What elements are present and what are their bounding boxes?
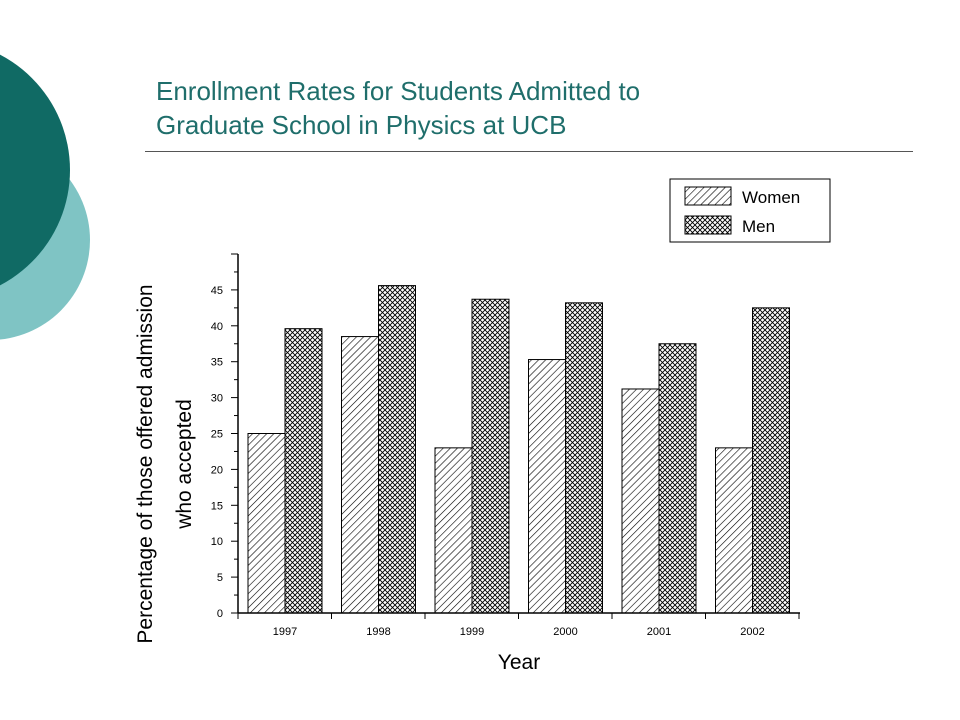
y-tick-label-20: 20 — [211, 464, 223, 476]
bar-women-1999 — [434, 447, 473, 614]
y-tick-label-15: 15 — [211, 500, 223, 512]
slide-title-line-1: Enrollment Rates for Students Admitted t… — [156, 76, 641, 106]
x-tick-label-1999: 1999 — [460, 626, 484, 638]
legend-label-women: Women — [742, 188, 800, 207]
bar-men-1997 — [284, 328, 323, 614]
axes: 0 5 10 15 20 25 30 35 40 45 1997 1998 1999 2000 2001 20… — [211, 253, 800, 638]
x-tick-label-1997: 1997 — [273, 626, 297, 638]
bar-men-1999 — [471, 298, 510, 614]
slide-title: Enrollment Rates for Students Admitted t… — [156, 74, 876, 142]
bar-women-2001 — [621, 388, 660, 614]
dark-teal-circle — [0, 54, 70, 286]
bar-men-2002 — [752, 307, 790, 614]
bar-men-2001 — [658, 343, 697, 614]
x-tick-label-1998: 1998 — [366, 626, 390, 638]
y-tick-label-10: 10 — [211, 536, 223, 548]
bars-layer — [247, 285, 790, 614]
bar-women-2000 — [528, 359, 566, 614]
x-tick-label-2002: 2002 — [740, 626, 764, 638]
x-tick-label-2001: 2001 — [647, 626, 671, 638]
legend-label-men: Men — [742, 217, 775, 236]
bar-men-1998 — [378, 285, 416, 614]
y-tick-label-25: 25 — [211, 429, 223, 441]
y-tick-label-30: 30 — [211, 393, 223, 405]
y-tick-label-45: 45 — [211, 285, 223, 297]
slide-title-line-2: Graduate School in Physics at UCB — [156, 110, 567, 140]
y-tick-label-0: 0 — [217, 608, 223, 620]
y-tick-label-5: 5 — [217, 572, 223, 584]
bar-women-1998 — [341, 336, 379, 614]
bar-women-1997 — [247, 433, 286, 614]
bar-women-2002 — [715, 447, 753, 614]
x-tick-label-2000: 2000 — [553, 626, 577, 638]
title-divider — [145, 151, 913, 152]
legend-swatch-women — [684, 186, 732, 206]
y-tick-label-40: 40 — [211, 321, 223, 333]
y-axis-title-line-1: Percentage of those offered admission — [134, 284, 157, 643]
y-axis-title-line-2: who accepted — [173, 399, 196, 530]
legend: Women Men — [669, 178, 831, 243]
legend-swatch-men — [684, 215, 732, 235]
y-tick-label-35: 35 — [211, 357, 223, 369]
x-axis-title: Year — [498, 651, 540, 674]
bar-men-2000 — [565, 302, 603, 614]
